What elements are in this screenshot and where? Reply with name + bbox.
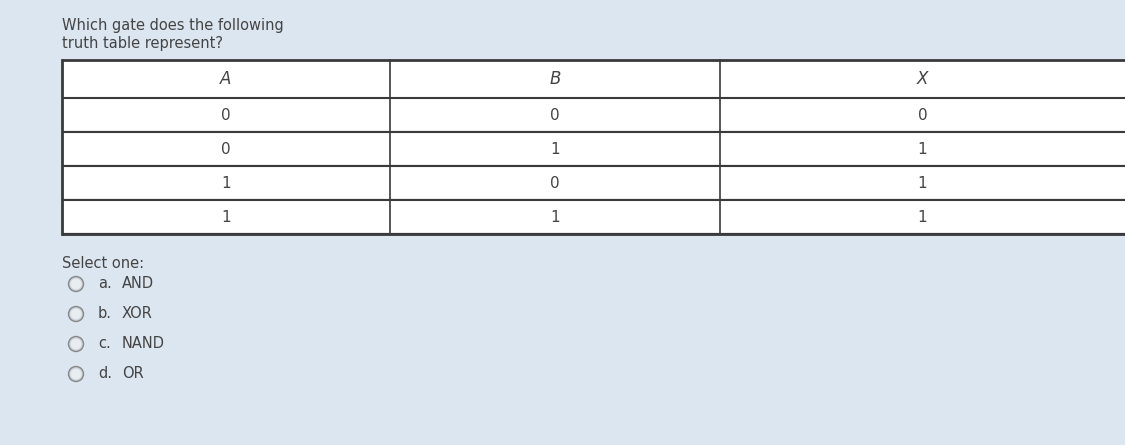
Text: 0: 0	[222, 142, 231, 157]
Text: XOR: XOR	[122, 307, 153, 321]
Text: A: A	[220, 70, 232, 88]
Text: 1: 1	[918, 175, 927, 190]
Text: NAND: NAND	[122, 336, 165, 352]
Text: X: X	[917, 70, 928, 88]
Text: d.: d.	[98, 367, 113, 381]
Text: Which gate does the following: Which gate does the following	[62, 18, 284, 33]
Text: OR: OR	[122, 367, 144, 381]
Text: B: B	[549, 70, 560, 88]
Circle shape	[71, 279, 81, 290]
Text: 0: 0	[550, 108, 560, 122]
Circle shape	[71, 308, 81, 320]
Text: c.: c.	[98, 336, 110, 352]
Text: 0: 0	[550, 175, 560, 190]
Text: 1: 1	[550, 210, 560, 224]
Text: 1: 1	[222, 175, 231, 190]
Text: 1: 1	[550, 142, 560, 157]
Text: Select one:: Select one:	[62, 256, 144, 271]
Text: 0: 0	[222, 108, 231, 122]
Circle shape	[71, 339, 81, 349]
Circle shape	[69, 276, 83, 291]
Text: 0: 0	[918, 108, 927, 122]
Circle shape	[69, 307, 83, 321]
Text: truth table represent?: truth table represent?	[62, 36, 223, 51]
Text: 1: 1	[918, 142, 927, 157]
Text: b.: b.	[98, 307, 113, 321]
Circle shape	[69, 336, 83, 352]
Text: AND: AND	[122, 276, 154, 291]
Text: 1: 1	[222, 210, 231, 224]
Bar	[62, 60, 1125, 234]
Text: 1: 1	[918, 210, 927, 224]
Circle shape	[69, 367, 83, 381]
Text: a.: a.	[98, 276, 111, 291]
Circle shape	[71, 368, 81, 380]
